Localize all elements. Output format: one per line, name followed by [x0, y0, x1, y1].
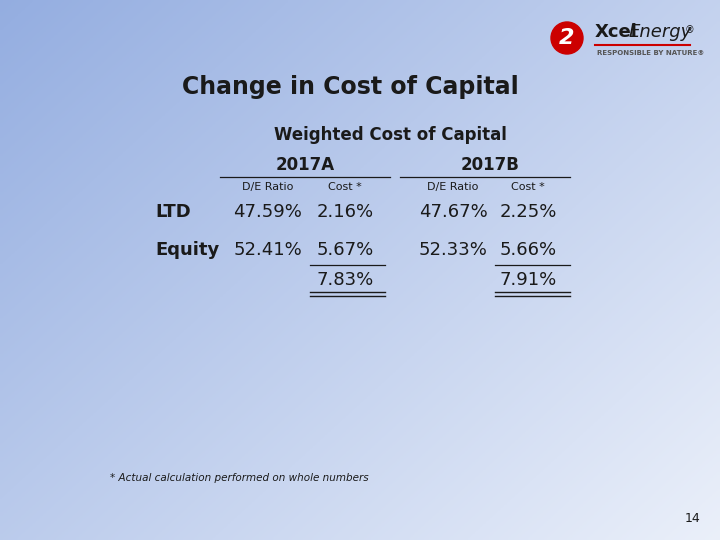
Text: 2.16%: 2.16% [316, 203, 374, 221]
Text: Xcel: Xcel [595, 23, 638, 41]
Text: 2: 2 [559, 28, 575, 48]
Text: D/E Ratio: D/E Ratio [427, 182, 479, 192]
Text: RESPONSIBLE BY NATURE®: RESPONSIBLE BY NATURE® [597, 50, 704, 56]
Text: Cost *: Cost * [328, 182, 362, 192]
Text: 2017A: 2017A [276, 156, 335, 174]
Text: 5.66%: 5.66% [500, 241, 557, 259]
Text: 52.33%: 52.33% [418, 241, 487, 259]
Text: Change in Cost of Capital: Change in Cost of Capital [181, 75, 518, 99]
Text: 2017B: 2017B [461, 156, 519, 174]
Text: 47.67%: 47.67% [418, 203, 487, 221]
Text: 7.83%: 7.83% [316, 271, 374, 289]
Text: LTD: LTD [155, 203, 191, 221]
Text: * Actual calculation performed on whole numbers: * Actual calculation performed on whole … [110, 473, 369, 483]
Text: 52.41%: 52.41% [233, 241, 302, 259]
Text: ®: ® [685, 25, 695, 35]
Text: 2.25%: 2.25% [499, 203, 557, 221]
Text: Weighted Cost of Capital: Weighted Cost of Capital [274, 126, 506, 144]
Text: D/E Ratio: D/E Ratio [243, 182, 294, 192]
Text: 14: 14 [684, 511, 700, 524]
Text: Energy: Energy [629, 23, 692, 41]
Text: 47.59%: 47.59% [233, 203, 302, 221]
Text: 5.67%: 5.67% [316, 241, 374, 259]
Text: Equity: Equity [155, 241, 220, 259]
Circle shape [551, 22, 583, 54]
Text: Cost *: Cost * [511, 182, 545, 192]
Text: 7.91%: 7.91% [500, 271, 557, 289]
